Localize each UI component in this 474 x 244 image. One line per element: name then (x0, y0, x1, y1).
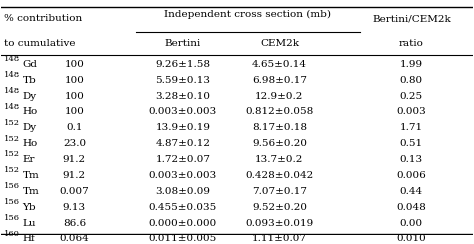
Text: 6.98±0.17: 6.98±0.17 (252, 76, 307, 85)
Text: 100: 100 (64, 92, 84, 101)
Text: Bertini: Bertini (164, 39, 201, 48)
Text: 0.44: 0.44 (400, 187, 423, 196)
Text: 160: 160 (4, 230, 19, 238)
Text: 8.17±0.18: 8.17±0.18 (252, 123, 307, 132)
Text: 156: 156 (4, 182, 20, 190)
Text: Yb: Yb (23, 203, 36, 212)
Text: 100: 100 (64, 60, 84, 69)
Text: 0.006: 0.006 (396, 171, 426, 180)
Text: Independent cross section (mb): Independent cross section (mb) (164, 10, 331, 19)
Text: 9.52±0.20: 9.52±0.20 (252, 203, 307, 212)
Text: 3.28±0.10: 3.28±0.10 (155, 92, 210, 101)
Text: 0.1: 0.1 (66, 123, 82, 132)
Text: 0.048: 0.048 (396, 203, 426, 212)
Text: 9.13: 9.13 (63, 203, 86, 212)
Text: 0.011±0.005: 0.011±0.005 (149, 234, 217, 244)
Text: 12.9±0.2: 12.9±0.2 (255, 92, 304, 101)
Text: 152: 152 (4, 166, 20, 174)
Text: 100: 100 (64, 108, 84, 116)
Text: 0.455±0.035: 0.455±0.035 (149, 203, 217, 212)
Text: 0.000±0.000: 0.000±0.000 (149, 219, 217, 228)
Text: 0.003: 0.003 (396, 108, 426, 116)
Text: 13.7±0.2: 13.7±0.2 (255, 155, 304, 164)
Text: Hf: Hf (23, 234, 36, 244)
Text: 91.2: 91.2 (63, 171, 86, 180)
Text: 5.59±0.13: 5.59±0.13 (155, 76, 210, 85)
Text: 148: 148 (4, 71, 20, 79)
Text: 9.26±1.58: 9.26±1.58 (155, 60, 210, 69)
Text: 152: 152 (4, 135, 20, 142)
Text: 0.80: 0.80 (400, 76, 423, 85)
Text: 4.87±0.12: 4.87±0.12 (155, 139, 210, 148)
Text: 0.093±0.019: 0.093±0.019 (245, 219, 313, 228)
Text: 0.010: 0.010 (396, 234, 426, 244)
Text: 91.2: 91.2 (63, 155, 86, 164)
Text: Lu: Lu (23, 219, 36, 228)
Text: ratio: ratio (399, 39, 424, 48)
Text: 86.6: 86.6 (63, 219, 86, 228)
Text: Dy: Dy (23, 123, 36, 132)
Text: 148: 148 (4, 87, 20, 95)
Text: CEM2k: CEM2k (260, 39, 299, 48)
Text: Tm: Tm (23, 187, 39, 196)
Text: 7.07±0.17: 7.07±0.17 (252, 187, 307, 196)
Text: 1.71: 1.71 (400, 123, 423, 132)
Text: Gd: Gd (23, 60, 37, 69)
Text: Dy: Dy (23, 92, 36, 101)
Text: 0.003±0.003: 0.003±0.003 (149, 171, 217, 180)
Text: 0.428±0.042: 0.428±0.042 (245, 171, 313, 180)
Text: 9.56±0.20: 9.56±0.20 (252, 139, 307, 148)
Text: Bertini/CEM2k: Bertini/CEM2k (372, 14, 451, 23)
Text: 0.51: 0.51 (400, 139, 423, 148)
Text: 148: 148 (4, 55, 20, 63)
Text: 0.00: 0.00 (400, 219, 423, 228)
Text: Ho: Ho (23, 108, 38, 116)
Text: 0.25: 0.25 (400, 92, 423, 101)
Text: 1.72±0.07: 1.72±0.07 (155, 155, 210, 164)
Text: % contribution: % contribution (4, 14, 82, 23)
Text: 1.11±0.07: 1.11±0.07 (252, 234, 307, 244)
Text: 156: 156 (4, 214, 20, 222)
Text: 1.99: 1.99 (400, 60, 423, 69)
Text: 152: 152 (4, 119, 20, 127)
Text: 0.064: 0.064 (60, 234, 89, 244)
Text: 13.9±0.19: 13.9±0.19 (155, 123, 210, 132)
Text: 152: 152 (4, 151, 20, 158)
Text: Tm: Tm (23, 171, 39, 180)
Text: 156: 156 (4, 198, 20, 206)
Text: 148: 148 (4, 103, 20, 111)
Text: 23.0: 23.0 (63, 139, 86, 148)
Text: to cumulative: to cumulative (4, 39, 75, 48)
Text: 0.003±0.003: 0.003±0.003 (149, 108, 217, 116)
Text: 0.812±0.058: 0.812±0.058 (245, 108, 313, 116)
Text: Er: Er (23, 155, 35, 164)
Text: 4.65±0.14: 4.65±0.14 (252, 60, 307, 69)
Text: 0.007: 0.007 (60, 187, 89, 196)
Text: 100: 100 (64, 76, 84, 85)
Text: 3.08±0.09: 3.08±0.09 (155, 187, 210, 196)
Text: Tb: Tb (23, 76, 36, 85)
Text: 0.13: 0.13 (400, 155, 423, 164)
Text: Ho: Ho (23, 139, 38, 148)
